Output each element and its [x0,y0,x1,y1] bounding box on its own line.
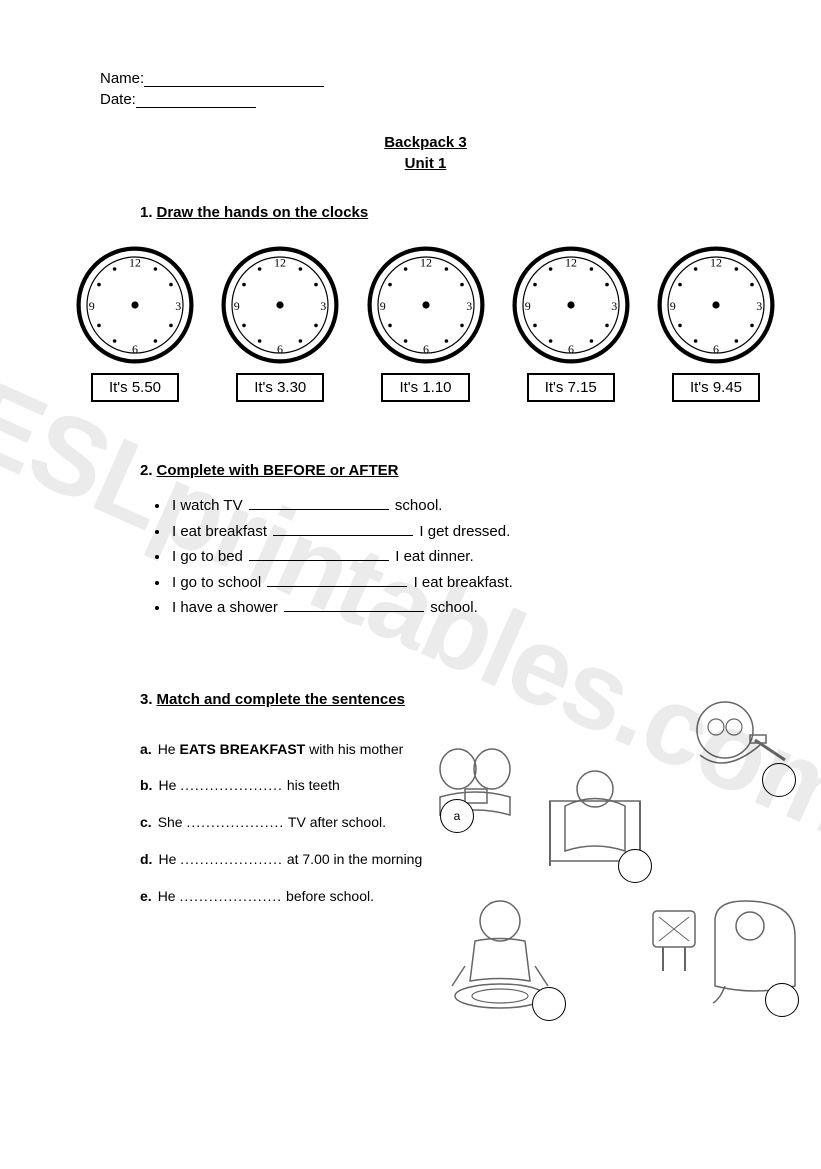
section2-list: I watch TV school. I eat breakfast I get… [170,493,751,621]
svg-text:3: 3 [320,299,326,313]
date-blank[interactable] [136,94,256,108]
svg-text:12: 12 [710,256,722,270]
svg-text:3: 3 [611,299,617,313]
fill-blank[interactable] [284,600,424,612]
q2-item: I watch TV school. [170,493,751,519]
q2-item: I go to bed I eat dinner. [170,544,751,570]
svg-text:6: 6 [132,342,138,356]
section-3: 3.Match and complete the sentences a.He … [100,691,751,912]
section-2: 2.Complete with BEFORE or AFTER I watch … [100,462,751,621]
date-line: Date: [100,91,751,108]
svg-text:9: 9 [379,299,385,313]
clock-4: 12 3 6 9 It's 7.15 [506,245,636,402]
section-1: 1.Draw the hands on the clocks 12 3 6 9 … [100,204,751,402]
section3-heading-text: Match and complete the sentences [157,691,405,708]
name-blank[interactable] [144,73,324,87]
section3-num: 3. [140,691,153,708]
svg-text:6: 6 [713,342,719,356]
clock-2: 12 3 6 9 It's 3.30 [215,245,345,402]
fill-blank[interactable] [249,498,389,510]
name-line: Name: [100,70,751,87]
clock-3-label: It's 1.10 [381,373,469,402]
clock-1-label: It's 5.50 [91,373,179,402]
q3-item-d: d.He ..................... at 7.00 in th… [140,844,751,875]
title-line1: Backpack 3 [100,132,751,153]
section2-heading: 2.Complete with BEFORE or AFTER [140,462,751,479]
section1-num: 1. [140,204,153,221]
svg-text:12: 12 [420,256,432,270]
clock-face-icon[interactable]: 12 3 6 9 [656,245,776,365]
svg-text:3: 3 [466,299,472,313]
section1-heading: 1.Draw the hands on the clocks [140,204,751,221]
clock-1: 12 3 6 9 It's 5.50 [70,245,200,402]
svg-text:12: 12 [565,256,577,270]
section2-heading-text: Complete with BEFORE or AFTER [157,462,399,479]
match-bubble[interactable] [762,763,796,797]
svg-text:3: 3 [756,299,762,313]
match-bubble-a[interactable]: a [440,799,474,833]
clock-5: 12 3 6 9 It's 9.45 [651,245,781,402]
svg-text:9: 9 [89,299,95,313]
match-bubble[interactable] [765,983,799,1017]
match-bubble[interactable] [618,849,652,883]
clock-2-label: It's 3.30 [236,373,324,402]
clock-face-icon[interactable]: 12 3 6 9 [220,245,340,365]
fill-dots[interactable]: ..................... [180,851,283,867]
clock-face-icon[interactable]: 12 3 6 9 [366,245,486,365]
fill-dots[interactable]: ..................... [180,777,283,793]
svg-text:6: 6 [277,342,283,356]
worksheet-title: Backpack 3 Unit 1 [100,132,751,174]
fill-blank[interactable] [249,549,389,561]
fill-blank[interactable] [267,575,407,587]
section3-heading: 3.Match and complete the sentences [140,691,751,708]
date-label: Date: [100,91,136,108]
clock-4-label: It's 7.15 [527,373,615,402]
svg-text:9: 9 [234,299,240,313]
svg-text:9: 9 [670,299,676,313]
section2-num: 2. [140,462,153,479]
svg-text:6: 6 [568,342,574,356]
fill-blank[interactable] [273,524,413,536]
q2-item: I eat breakfast I get dressed. [170,519,751,545]
section1-heading-text: Draw the hands on the clocks [157,204,369,221]
svg-text:3: 3 [175,299,181,313]
picture-eat-breakfast-icon[interactable] [420,727,530,822]
clocks-row: 12 3 6 9 It's 5.50 12 3 6 9 [70,245,781,402]
name-label: Name: [100,70,144,87]
clock-face-icon[interactable]: 12 3 6 9 [75,245,195,365]
q2-item: I have a shower school. [170,595,751,621]
clock-5-label: It's 9.45 [672,373,760,402]
match-bubble[interactable] [532,987,566,1021]
svg-text:12: 12 [129,256,141,270]
clock-face-icon[interactable]: 12 3 6 9 [511,245,631,365]
fill-dots[interactable]: ..................... [179,888,282,904]
clock-3: 12 3 6 9 It's 1.10 [361,245,491,402]
title-line2: Unit 1 [100,153,751,174]
svg-text:9: 9 [525,299,531,313]
svg-text:12: 12 [274,256,286,270]
svg-text:6: 6 [423,342,429,356]
fill-dots[interactable]: .................... [187,814,285,830]
q2-item: I go to school I eat breakfast. [170,570,751,596]
